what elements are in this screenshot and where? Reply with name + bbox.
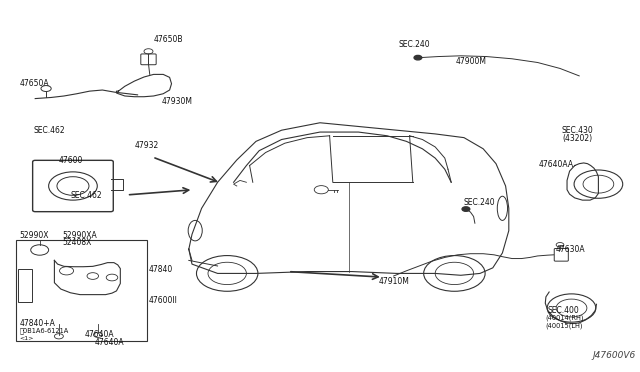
Text: 47640A: 47640A: [84, 330, 114, 339]
Text: SEC.400: SEC.400: [547, 306, 579, 315]
Text: J47600V6: J47600V6: [592, 351, 636, 360]
Text: (40015(LH): (40015(LH): [545, 322, 583, 329]
Text: (40014(RH): (40014(RH): [545, 315, 584, 321]
Circle shape: [462, 207, 470, 211]
Text: SEC.240: SEC.240: [398, 40, 429, 49]
Text: 47640A: 47640A: [95, 338, 124, 347]
Text: 47840+A: 47840+A: [19, 319, 55, 328]
Text: SEC.240: SEC.240: [464, 198, 495, 207]
Text: 47910M: 47910M: [379, 278, 410, 286]
Text: 47600II: 47600II: [148, 296, 177, 305]
Text: 47640AA: 47640AA: [539, 160, 574, 169]
Text: 47650A: 47650A: [19, 79, 49, 88]
Text: SEC.430: SEC.430: [562, 126, 594, 135]
Text: 52990X: 52990X: [19, 231, 49, 240]
Text: 47600: 47600: [59, 156, 83, 165]
Text: SEC.462: SEC.462: [33, 126, 65, 135]
Bar: [16, 240, 147, 341]
Text: 52408X: 52408X: [63, 238, 92, 247]
Text: 47630A: 47630A: [556, 246, 585, 254]
Text: 47932: 47932: [134, 141, 159, 150]
Circle shape: [414, 55, 422, 60]
Text: 52990XA: 52990XA: [63, 231, 97, 240]
Text: 47900M: 47900M: [456, 57, 486, 65]
Text: (43202): (43202): [562, 134, 592, 143]
Text: 47840: 47840: [148, 265, 173, 274]
Text: ⑰0B1A6-6121A: ⑰0B1A6-6121A: [19, 328, 68, 334]
Text: 47930M: 47930M: [161, 97, 192, 106]
Text: SEC.462: SEC.462: [70, 191, 102, 200]
Bar: [18, 269, 32, 302]
Text: 47650B: 47650B: [154, 35, 183, 44]
Text: <1>: <1>: [19, 336, 33, 341]
